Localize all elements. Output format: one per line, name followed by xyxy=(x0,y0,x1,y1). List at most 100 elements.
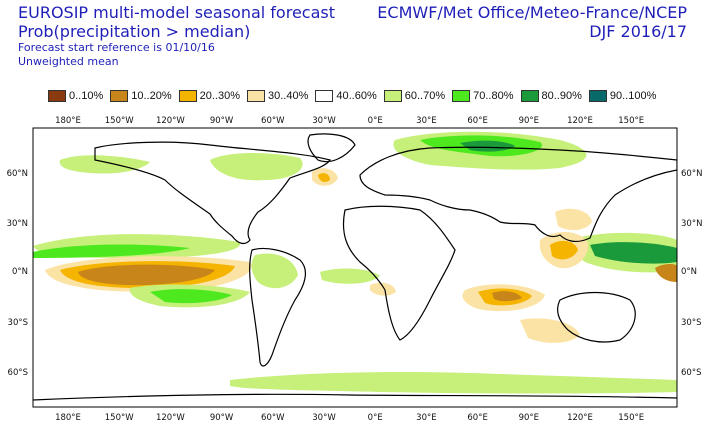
weighting: Unweighted mean xyxy=(18,55,119,68)
longitude-labels-top: 180°E 150°W 120°W 90°W 60°W 30°W 0°E 30°E 60°E 90… xyxy=(55,116,644,126)
legend-item: 40..60% xyxy=(315,90,377,102)
longitude-label: 150°E xyxy=(618,413,644,423)
legend-swatch xyxy=(178,90,197,102)
legend-label: 20..30% xyxy=(199,90,240,102)
europe-asia-outline xyxy=(359,146,677,243)
centres-label: ECMWF/Met Office/Meteo-France/NCEP xyxy=(377,3,687,22)
latitude-label: 0°N xyxy=(12,267,28,277)
legend-label: 10..20% xyxy=(131,90,172,102)
longitude-label: 180°E xyxy=(55,116,81,126)
latitude-labels-left: 60°N 30°N 0°N 30°S 60°S xyxy=(7,169,28,378)
latitude-label: 60°S xyxy=(681,368,701,378)
map-variable: Prob(precipitation > median) xyxy=(18,22,251,41)
longitude-label: 30°W xyxy=(312,413,336,423)
south-indian-dry xyxy=(520,318,580,343)
longitude-label: 120°W xyxy=(156,413,185,423)
legend-label: 30..40% xyxy=(268,90,309,102)
legend-item: 0..10% xyxy=(48,90,103,102)
latitude-label: 60°N xyxy=(681,169,702,179)
legend-item: 70..80% xyxy=(452,90,514,102)
longitude-label: 0°E xyxy=(368,413,383,423)
probability-legend: 0..10% 10..20% 20..30% 30..40% 40..60% 60..70… xyxy=(48,87,663,105)
legend-swatch xyxy=(247,90,265,102)
season-label: DJF 2016/17 xyxy=(589,22,687,41)
atlantic-wet xyxy=(320,268,380,284)
longitude-label: 150°E xyxy=(618,116,644,126)
source-block: ECMWF/Met Office/Meteo-France/NCEP DJF 2… xyxy=(377,3,687,41)
legend-label: 40..60% xyxy=(336,90,377,102)
australia-outline xyxy=(557,291,636,343)
latitude-label: 30°N xyxy=(7,219,28,229)
longitude-label: 60°E xyxy=(467,116,487,126)
west-pacific-wet-core xyxy=(590,242,677,264)
greenland-outline xyxy=(307,133,356,163)
southern-ocean-wet xyxy=(230,372,677,394)
south-pacific-wet-core xyxy=(150,289,232,304)
coastlines xyxy=(33,133,677,401)
longitude-label: 90°E xyxy=(519,413,539,423)
legend-swatch xyxy=(315,90,334,102)
south-america-wet xyxy=(251,253,298,289)
equatorial-pacific-dry-core xyxy=(78,264,215,286)
longitude-label: 90°W xyxy=(210,413,234,423)
longitude-label: 90°W xyxy=(210,116,234,126)
map-title: EUROSIP multi-model seasonal forecast xyxy=(18,3,335,22)
latitude-label: 60°N xyxy=(7,169,28,179)
legend-label: 0..10% xyxy=(69,90,104,102)
indian-ocean-dry-core xyxy=(492,291,522,302)
maritime-continent-dry-core xyxy=(550,240,578,260)
south-america-outline xyxy=(249,247,307,367)
antarctica-outline xyxy=(33,393,677,401)
legend-label: 90..100% xyxy=(609,90,657,102)
canada-wet-region xyxy=(210,153,303,181)
map-frame xyxy=(32,127,678,408)
dateline-dry-edge xyxy=(655,264,677,282)
legend-swatch xyxy=(588,90,607,102)
latitude-label: 0°N xyxy=(681,267,697,277)
legend-item: 30..40% xyxy=(247,90,308,102)
longitude-label: 150°W xyxy=(105,116,134,126)
north-america-outline xyxy=(94,141,331,245)
longitude-label: 60°W xyxy=(261,116,285,126)
latitude-label: 30°S xyxy=(8,318,28,328)
legend-swatch xyxy=(48,90,66,102)
longitude-label: 120°E xyxy=(567,413,593,423)
europe-dry-core xyxy=(318,173,330,183)
title-block: EUROSIP multi-model seasonal forecast Pr… xyxy=(18,3,335,69)
east-asia-dry xyxy=(555,208,592,231)
probability-fields xyxy=(33,131,677,394)
legend-item: 80..90% xyxy=(520,90,582,102)
forecast-start: Forecast start reference is 01/10/16 xyxy=(18,41,215,54)
south-atlantic-dry xyxy=(370,282,396,296)
longitude-label: 60°E xyxy=(467,413,487,423)
north-russia-wet-peak xyxy=(460,140,515,152)
longitude-label: 90°E xyxy=(519,116,539,126)
alaska-wet-region xyxy=(59,155,150,174)
longitude-label: 30°E xyxy=(416,413,436,423)
north-pacific-wet-core xyxy=(33,244,190,258)
latitude-label: 30°S xyxy=(681,318,701,328)
legend-swatch xyxy=(452,90,471,102)
africa-outline xyxy=(342,205,456,341)
legend-item: 60..70% xyxy=(383,90,446,102)
legend-swatch xyxy=(110,90,129,102)
legend-swatch xyxy=(520,90,539,102)
latitude-labels-right: 60°N 30°N 0°N 30°S 60°S xyxy=(681,169,702,378)
longitude-label: 120°W xyxy=(156,116,185,126)
latitude-label: 30°N xyxy=(681,219,702,229)
longitude-label: 30°W xyxy=(312,116,336,126)
legend-item: 10..20% xyxy=(110,90,172,102)
legend-label: 70..80% xyxy=(473,90,514,102)
legend-swatch xyxy=(383,90,402,102)
longitude-label: 180°E xyxy=(55,413,81,423)
legend-label: 60..70% xyxy=(404,90,446,102)
legend-item: 90..100% xyxy=(588,90,657,102)
longitude-label: 150°W xyxy=(105,413,134,423)
longitude-labels-bottom: 180°E 150°W 120°W 90°W 60°W 30°W 0°E 30°E 60°E 90… xyxy=(55,413,644,423)
legend-label: 80..90% xyxy=(541,90,582,102)
longitude-label: 30°E xyxy=(416,116,436,126)
legend-item: 20..30% xyxy=(178,90,240,102)
longitude-label: 0°E xyxy=(368,116,383,126)
latitude-label: 60°S xyxy=(8,368,28,378)
